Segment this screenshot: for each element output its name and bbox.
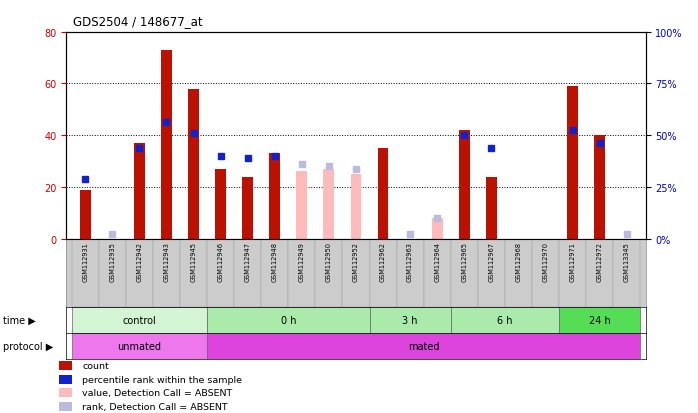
Bar — [343, 239, 369, 307]
Text: GSM112970: GSM112970 — [542, 241, 549, 281]
Bar — [378, 149, 389, 239]
Bar — [188, 89, 199, 239]
Text: GSM112965: GSM112965 — [461, 241, 467, 281]
Bar — [613, 239, 640, 307]
Text: rank, Detection Call = ABSENT: rank, Detection Call = ABSENT — [82, 402, 228, 411]
Text: GSM112952: GSM112952 — [353, 241, 359, 281]
Text: GSM112964: GSM112964 — [434, 241, 440, 281]
Bar — [586, 239, 613, 307]
Bar — [297, 172, 307, 239]
Bar — [459, 131, 470, 239]
Text: GSM112945: GSM112945 — [191, 241, 197, 281]
Bar — [72, 333, 207, 359]
Text: GSM112950: GSM112950 — [326, 241, 332, 281]
Bar — [242, 177, 253, 239]
Bar — [126, 239, 153, 307]
Text: count: count — [82, 361, 109, 370]
Text: GSM112968: GSM112968 — [515, 241, 521, 281]
Bar — [594, 136, 605, 239]
Bar — [567, 87, 578, 239]
Text: GDS2504 / 148677_at: GDS2504 / 148677_at — [73, 15, 203, 28]
Bar — [207, 333, 640, 359]
Text: GSM112948: GSM112948 — [272, 241, 278, 281]
Bar — [350, 175, 362, 239]
Text: 24 h: 24 h — [588, 315, 611, 325]
Text: GSM112935: GSM112935 — [110, 241, 115, 281]
Text: GSM113345: GSM113345 — [624, 241, 630, 281]
Bar — [396, 239, 424, 307]
Bar — [451, 239, 478, 307]
Bar — [559, 307, 640, 333]
Bar — [207, 307, 369, 333]
Bar — [424, 239, 451, 307]
Bar — [532, 239, 559, 307]
Bar — [315, 239, 343, 307]
Text: control: control — [123, 315, 156, 325]
Bar — [478, 239, 505, 307]
Text: GSM112947: GSM112947 — [245, 241, 251, 281]
Text: GSM112931: GSM112931 — [82, 241, 88, 281]
Text: GSM112949: GSM112949 — [299, 241, 305, 281]
Text: GSM112942: GSM112942 — [136, 241, 142, 281]
Text: GSM112972: GSM112972 — [597, 241, 602, 281]
Bar — [269, 154, 280, 239]
Bar — [134, 144, 144, 239]
Bar — [161, 51, 172, 239]
Text: protocol ▶: protocol ▶ — [3, 341, 54, 351]
Bar — [72, 239, 99, 307]
Text: GSM112946: GSM112946 — [218, 241, 223, 281]
Bar — [99, 239, 126, 307]
Text: 6 h: 6 h — [497, 315, 512, 325]
Bar — [72, 307, 207, 333]
Bar — [451, 307, 559, 333]
Bar — [80, 190, 91, 239]
Text: GSM112971: GSM112971 — [570, 241, 576, 281]
Bar — [207, 239, 234, 307]
Text: GSM112962: GSM112962 — [380, 241, 386, 281]
Text: GSM112943: GSM112943 — [163, 241, 170, 281]
Bar — [486, 177, 497, 239]
Text: 0 h: 0 h — [281, 315, 296, 325]
Bar — [369, 307, 451, 333]
Text: GSM112967: GSM112967 — [489, 241, 494, 281]
Text: GSM112963: GSM112963 — [407, 241, 413, 281]
Bar — [153, 239, 180, 307]
Bar — [261, 239, 288, 307]
Text: time ▶: time ▶ — [3, 315, 36, 325]
Bar — [432, 218, 443, 239]
Text: mated: mated — [408, 341, 440, 351]
Bar — [559, 239, 586, 307]
Text: value, Detection Call = ABSENT: value, Detection Call = ABSENT — [82, 388, 232, 397]
Bar — [180, 239, 207, 307]
Bar — [215, 169, 226, 239]
Bar — [323, 169, 334, 239]
Bar — [288, 239, 315, 307]
Text: unmated: unmated — [117, 341, 161, 351]
Text: percentile rank within the sample: percentile rank within the sample — [82, 375, 242, 384]
Bar — [369, 239, 396, 307]
Text: 3 h: 3 h — [402, 315, 418, 325]
Bar — [234, 239, 261, 307]
Bar — [505, 239, 532, 307]
